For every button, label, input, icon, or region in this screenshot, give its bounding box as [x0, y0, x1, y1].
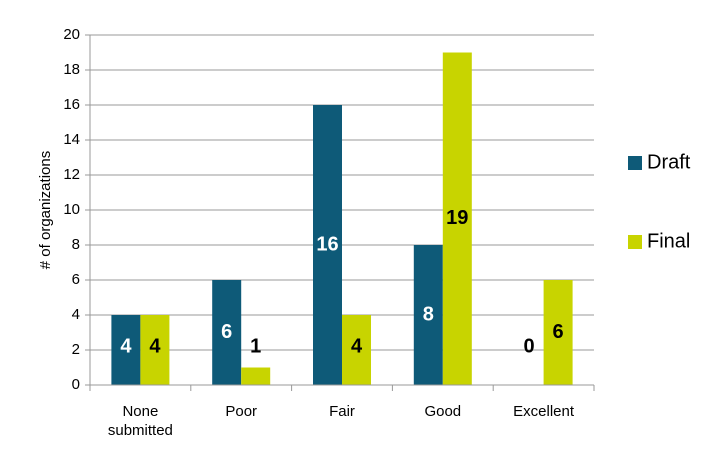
data-label: 16: [316, 233, 338, 255]
y-tick-label: 4: [72, 306, 80, 323]
data-label: 6: [221, 321, 232, 343]
legend-label: Draft: [647, 151, 691, 173]
data-label: 19: [446, 207, 468, 229]
data-label: 4: [149, 335, 161, 357]
bar: [140, 315, 170, 385]
y-tick-label: 8: [72, 236, 80, 253]
y-tick-label: 6: [72, 271, 80, 288]
x-tick-label: None submitted: [107, 403, 173, 439]
bar: [212, 280, 242, 385]
x-tick-label: Excellent: [513, 403, 575, 420]
data-label: 4: [351, 335, 363, 357]
bar: [543, 280, 573, 385]
bar: [442, 52, 472, 385]
bar: [313, 105, 342, 385]
legend-swatch: [628, 235, 642, 249]
y-tick-label: 16: [63, 96, 80, 113]
data-label: 4: [120, 335, 132, 357]
y-tick-label: 0: [72, 376, 80, 393]
y-tick-label: 18: [63, 61, 80, 78]
y-tick-label: 10: [63, 201, 80, 218]
y-tick-label: 12: [63, 166, 80, 183]
y-tick-label: 14: [63, 131, 80, 148]
legend-label: Final: [647, 230, 690, 252]
x-tick-label: Poor: [225, 403, 258, 420]
data-label: 6: [553, 321, 564, 343]
bar: [342, 315, 371, 385]
x-tick-label: Good: [424, 403, 462, 420]
y-axis-label: # of organizations: [37, 151, 54, 269]
bar: [413, 245, 443, 385]
legend-swatch: [628, 156, 642, 170]
y-tick-label: 2: [72, 341, 80, 358]
x-tick-label: Fair: [329, 403, 355, 420]
bar: [111, 315, 141, 385]
data-label: 8: [423, 303, 434, 325]
y-tick-label: 20: [63, 26, 80, 43]
data-label: 1: [250, 335, 261, 357]
bar: [241, 367, 271, 385]
data-label: 0: [524, 335, 535, 357]
